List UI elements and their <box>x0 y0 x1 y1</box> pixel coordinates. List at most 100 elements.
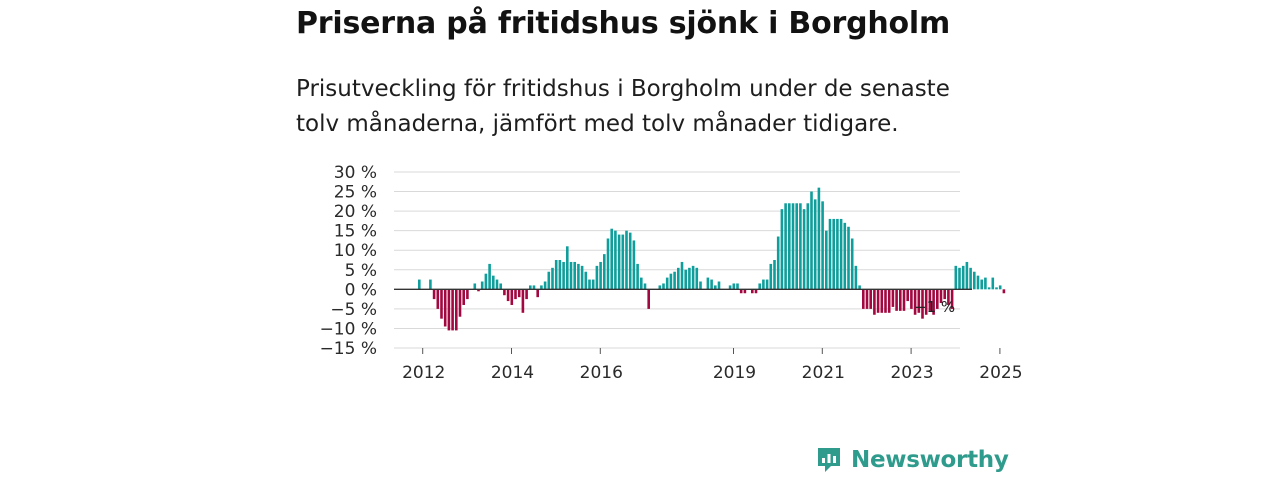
bar <box>984 277 987 290</box>
y-tick-label: 30 % <box>334 163 377 183</box>
y-tick-label: 0 % <box>345 280 377 300</box>
bar <box>436 289 440 309</box>
bar <box>995 287 998 290</box>
bar <box>939 289 943 304</box>
bar <box>765 279 769 290</box>
bar <box>466 289 469 300</box>
bar <box>806 203 810 290</box>
bar <box>847 226 850 290</box>
bar <box>595 265 599 290</box>
chart-title: Priserna på fritidshus sjönk i Borgholm <box>296 6 951 41</box>
bar <box>673 271 676 290</box>
bar <box>932 289 935 315</box>
y-tick-label: −15 % <box>320 339 377 359</box>
bar <box>928 289 932 311</box>
bar <box>784 203 787 290</box>
bar <box>821 201 824 290</box>
bar <box>854 265 858 290</box>
bar <box>976 275 980 290</box>
bar <box>677 267 680 290</box>
bar <box>862 289 865 309</box>
bar <box>429 279 432 290</box>
bar <box>488 263 491 290</box>
bar <box>958 267 961 290</box>
bar <box>895 289 898 311</box>
bar <box>813 199 817 290</box>
bar <box>865 289 869 309</box>
bar <box>880 289 884 313</box>
bar <box>599 261 602 290</box>
bar <box>769 263 773 290</box>
bar <box>632 240 636 290</box>
bar <box>961 265 965 290</box>
bar <box>736 283 739 290</box>
bar <box>917 289 921 313</box>
bar <box>573 261 576 290</box>
y-tick-label: 10 % <box>334 241 377 261</box>
gridlines <box>394 171 960 349</box>
bar <box>443 289 447 327</box>
bar <box>688 267 691 290</box>
bar <box>547 271 551 290</box>
y-tick-label: 15 % <box>334 222 377 242</box>
bar <box>998 285 1002 290</box>
bar <box>514 289 517 300</box>
bar <box>451 289 454 331</box>
bar <box>621 234 625 290</box>
bar <box>562 261 565 290</box>
bar <box>588 279 591 290</box>
bar <box>484 273 488 290</box>
bar <box>751 289 754 294</box>
bar <box>947 289 950 305</box>
bar <box>680 261 684 290</box>
bar <box>614 230 617 290</box>
bar <box>569 261 573 290</box>
bar <box>477 289 480 292</box>
bar <box>836 218 839 290</box>
bar <box>936 289 939 309</box>
bar <box>795 203 798 290</box>
bar <box>965 261 969 290</box>
bar <box>532 285 536 290</box>
bar-chart: 30 %25 %20 %15 %10 %5 %0 %−5 %−10 %−15 %… <box>320 163 1023 383</box>
bar <box>636 263 639 290</box>
x-tick-label: 2014 <box>491 363 534 383</box>
axes <box>394 288 1001 354</box>
bar <box>536 289 539 298</box>
bar <box>710 279 713 290</box>
bar <box>503 289 506 296</box>
bar <box>858 285 861 290</box>
bar <box>440 289 443 319</box>
bar <box>540 285 543 290</box>
bar <box>913 289 917 315</box>
bar <box>732 283 736 290</box>
bar <box>754 289 758 294</box>
bar <box>832 218 835 290</box>
bar <box>554 260 558 290</box>
bar <box>887 289 891 313</box>
bar <box>825 230 828 290</box>
bar <box>991 277 995 290</box>
bar <box>891 289 895 307</box>
bar <box>447 289 451 331</box>
bar <box>480 281 484 290</box>
bar <box>551 267 554 290</box>
bar <box>529 285 532 290</box>
bar <box>973 271 976 290</box>
y-tick-label: −10 % <box>320 319 377 339</box>
bar <box>706 277 710 290</box>
bar <box>603 254 606 290</box>
bar <box>850 238 854 290</box>
bar <box>647 289 650 309</box>
bar <box>969 267 972 290</box>
bar <box>791 203 795 290</box>
bar <box>643 283 647 290</box>
bar <box>418 279 421 290</box>
bar <box>525 289 528 300</box>
bar <box>954 265 958 290</box>
bar <box>495 279 499 290</box>
newsworthy-logo-text: Newsworthy <box>851 447 1009 473</box>
bar <box>432 289 436 300</box>
bar-series <box>418 187 1006 331</box>
bar <box>684 269 687 290</box>
